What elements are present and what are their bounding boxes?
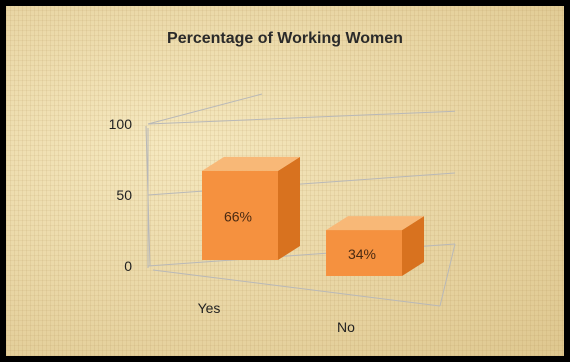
floor-right-edge: [439, 243, 456, 307]
x-tick-label-yes: Yes: [198, 300, 221, 316]
bar-front: [202, 170, 278, 260]
x-tick-label-no: No: [337, 319, 355, 335]
data-label-no: 34%: [348, 246, 376, 262]
y-tick-label-0: 0: [124, 258, 132, 274]
bar-side: [278, 156, 300, 260]
bar-top: [202, 156, 300, 171]
gridline-100: [147, 110, 456, 125]
bar-yes: 66%: [202, 156, 300, 260]
floor-front-edge: [152, 269, 441, 307]
data-label-yes: 66%: [224, 208, 252, 224]
wall-left-front-edge: [145, 125, 151, 267]
bar-front: [326, 230, 402, 276]
bar-no: 34%: [326, 216, 424, 276]
chart-title: Percentage of Working Women: [167, 30, 403, 47]
wall-left-top-edge: [147, 93, 263, 125]
bars-layer: 66% 34%: [202, 156, 424, 276]
y-tick-label-100: 100: [109, 116, 133, 132]
gridline-50: [147, 172, 456, 196]
y-tick-label-50: 50: [116, 187, 132, 203]
bar-side: [402, 216, 424, 276]
bar-top: [326, 216, 424, 231]
